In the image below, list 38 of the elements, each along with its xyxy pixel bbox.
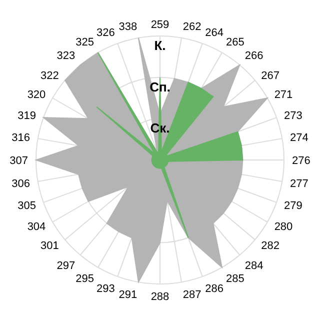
spoke-label: 266 bbox=[244, 50, 264, 62]
spoke-label: 295 bbox=[76, 273, 94, 286]
y-tick-label: К. bbox=[154, 38, 166, 53]
y-tick-label: Ск. bbox=[150, 120, 170, 136]
spoke-label: 307 bbox=[10, 154, 28, 167]
spoke-label: 267 bbox=[261, 70, 280, 82]
spoke-label: 319 bbox=[18, 110, 36, 122]
spoke-label: 301 bbox=[40, 240, 59, 252]
spoke-label: 262 bbox=[182, 21, 202, 34]
spoke-label: 297 bbox=[56, 260, 76, 272]
spoke-label: 280 bbox=[274, 220, 293, 233]
spoke-label: 265 bbox=[226, 36, 244, 49]
spoke-label: 293 bbox=[96, 282, 115, 295]
spoke-label: 304 bbox=[27, 220, 46, 233]
spoke-label: 264 bbox=[205, 26, 224, 39]
spoke-label: 285 bbox=[226, 273, 244, 286]
spoke-label: 322 bbox=[40, 70, 59, 82]
spoke-label: 286 bbox=[205, 282, 224, 295]
spoke-label: 326 bbox=[96, 26, 115, 39]
spoke-label: 325 bbox=[76, 36, 94, 49]
spoke-label: 276 bbox=[292, 154, 310, 167]
spoke-label: 323 bbox=[56, 50, 76, 62]
spoke-label: 274 bbox=[290, 132, 308, 144]
spoke-label: 338 bbox=[118, 21, 138, 34]
spoke-label: 306 bbox=[12, 178, 30, 190]
spoke-label: 277 bbox=[290, 178, 308, 190]
spoke-label: 320 bbox=[27, 88, 46, 101]
spoke-label: 287 bbox=[182, 288, 202, 301]
spoke-label: 284 bbox=[244, 260, 264, 272]
spoke-label: 259 bbox=[150, 19, 170, 31]
spoke-label: 282 bbox=[261, 240, 280, 252]
spoke-label: 271 bbox=[274, 88, 293, 101]
spoke-label: 291 bbox=[118, 288, 138, 301]
spoke-label: 288 bbox=[150, 290, 170, 303]
spoke-label: 279 bbox=[284, 200, 302, 212]
spoke-label: 305 bbox=[18, 200, 36, 212]
spoke-label: 273 bbox=[284, 110, 302, 122]
spoke-label: 316 bbox=[12, 132, 30, 144]
